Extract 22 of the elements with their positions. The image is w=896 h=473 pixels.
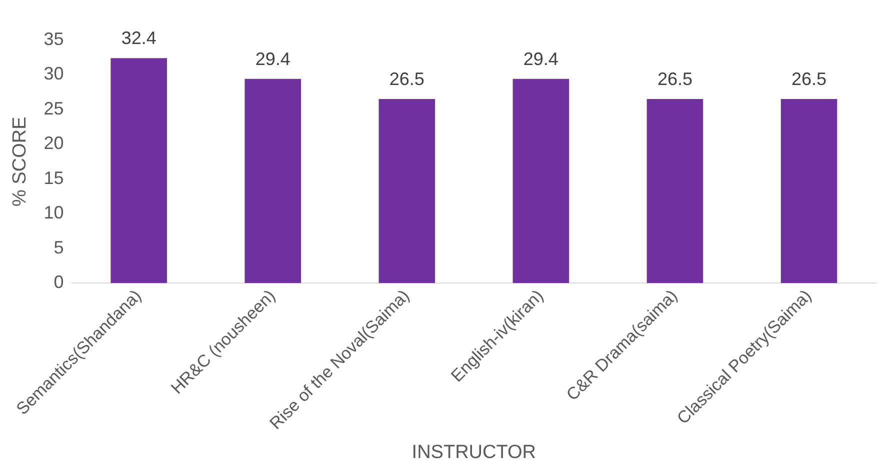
y-tick-label: 0: [54, 272, 64, 292]
bar: [244, 78, 302, 284]
data-label: 29.4: [523, 48, 558, 69]
y-tick-label: 20: [44, 133, 64, 154]
y-tick-label: 5: [54, 237, 64, 258]
bar: [110, 58, 167, 284]
y-tick-label: 30: [44, 64, 64, 84]
data-label: 29.4: [255, 48, 290, 69]
bar: [512, 78, 570, 284]
y-axis-title: % SCORE: [10, 116, 31, 206]
data-label: 32.4: [121, 28, 156, 48]
data-label: 26.5: [791, 69, 827, 90]
y-tick-label: 35: [44, 28, 64, 49]
y-tick-label: 25: [44, 98, 64, 118]
bar: [646, 99, 704, 284]
bar: [780, 99, 838, 284]
data-label: 26.5: [389, 69, 424, 90]
y-tick-label: 15: [44, 168, 64, 188]
x-axis-title: INSTRUCTOR: [412, 442, 536, 463]
bar: [378, 99, 436, 284]
y-tick-label: 10: [44, 202, 64, 223]
data-label: 26.5: [657, 69, 692, 90]
